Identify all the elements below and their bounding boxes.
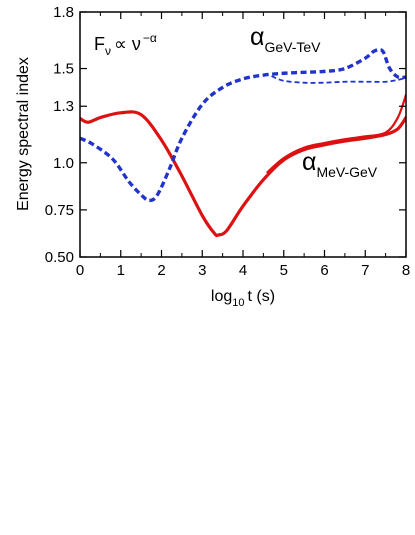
formula-F: F bbox=[94, 34, 105, 54]
series-line-mev_gev_a bbox=[80, 110, 406, 238]
series-line-mev_gev_b bbox=[266, 93, 406, 174]
x-tick-label: 5 bbox=[280, 262, 288, 279]
x-tick-label: 6 bbox=[320, 262, 328, 279]
x-tick-label: 4 bbox=[239, 262, 247, 279]
series-line-gev_tev_lower bbox=[271, 75, 406, 84]
y-tick-label: 0.75 bbox=[45, 202, 74, 219]
x-tick-label: 8 bbox=[402, 262, 410, 279]
mev-gev-subscript: MeV-GeV bbox=[316, 164, 377, 180]
y-tick-label: 0.50 bbox=[45, 249, 74, 266]
x-tick-label: 3 bbox=[198, 262, 206, 279]
x-axis-title-subscript: 10 bbox=[232, 297, 244, 309]
formula-F-subscript: ν bbox=[105, 44, 111, 58]
mev-gev-alpha: α bbox=[302, 148, 316, 176]
x-axis-title-base: log bbox=[211, 288, 232, 305]
x-tick-label: 2 bbox=[157, 262, 165, 279]
gev-tev-alpha: α bbox=[250, 23, 264, 51]
gev-tev-subscript: GeV-TeV bbox=[264, 39, 321, 55]
mev-gev-label: αMeV-GeV bbox=[302, 148, 378, 180]
x-tick-label: 7 bbox=[361, 262, 369, 279]
formula-annotation: Fν ∝ ν −α bbox=[94, 31, 157, 58]
y-tick-label: 1.0 bbox=[53, 155, 74, 172]
y-tick-label: 1.8 bbox=[53, 4, 74, 21]
y-tick-label: 1.5 bbox=[53, 61, 74, 78]
y-axis-title: Energy spectral index bbox=[15, 57, 32, 211]
y-tick-label: 1.3 bbox=[53, 98, 74, 115]
x-tick-label: 0 bbox=[76, 262, 84, 279]
x-axis-title-rest: t (s) bbox=[248, 288, 276, 305]
x-axis-title: log10 t (s) bbox=[211, 288, 275, 309]
gev-tev-label: αGeV-TeV bbox=[250, 23, 321, 55]
formula-proportional: ∝ ν bbox=[114, 34, 141, 54]
x-tick-label: 1 bbox=[117, 262, 125, 279]
formula-exponent: −α bbox=[143, 31, 157, 45]
